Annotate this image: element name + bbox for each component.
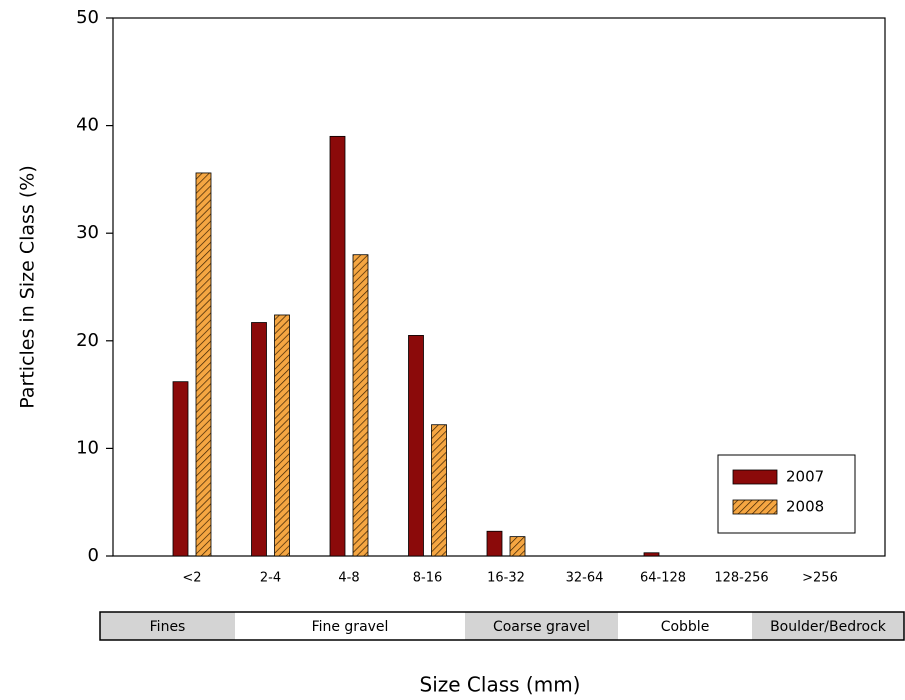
y-tick-label: 40 (76, 115, 99, 136)
bar (352, 254, 369, 557)
x-tick-label: 8-16 (413, 571, 443, 586)
bar (408, 335, 424, 557)
legend-swatch (732, 499, 778, 515)
x-tick-label: 4-8 (338, 571, 359, 586)
x-tick-label: 16-32 (487, 571, 525, 586)
size-group-label: Boulder/Bedrock (770, 619, 887, 635)
size-group-cell (618, 612, 752, 640)
size-group-label: Cobble (661, 619, 710, 635)
legend-label: 2007 (786, 468, 824, 486)
legend-box (717, 454, 856, 534)
size-group-cell (100, 612, 235, 640)
bar (643, 552, 660, 557)
bar (251, 322, 267, 557)
x-tick-label: 32-64 (566, 571, 604, 586)
size-group-label: Fine gravel (312, 619, 389, 635)
size-group-cell (465, 612, 618, 640)
x-axis-label: Size Class (mm) (420, 673, 581, 697)
bar (329, 135, 346, 557)
y-tick-label: 20 (76, 330, 99, 351)
bar (431, 424, 447, 557)
size-group-cell (752, 612, 904, 640)
size-group-frame (99, 611, 905, 641)
x-tick-label: >256 (802, 571, 838, 586)
bar (486, 530, 503, 557)
bar (274, 314, 290, 557)
bar (509, 536, 526, 557)
bar (172, 381, 189, 557)
bar (195, 172, 212, 557)
y-tick-label: 30 (76, 222, 99, 243)
legend-swatch (732, 469, 778, 485)
y-tick-label: 0 (88, 545, 99, 566)
size-group-label: Coarse gravel (493, 619, 590, 635)
y-axis-label: Particles in Size Class (%) (17, 165, 39, 408)
legend-label: 2008 (786, 498, 824, 516)
size-group-cell (235, 612, 465, 640)
x-tick-label: 128-256 (714, 571, 768, 586)
size-group-label: Fines (150, 619, 186, 635)
y-tick-label: 10 (76, 437, 99, 458)
y-tick-label: 50 (76, 7, 99, 28)
x-tick-label: 64-128 (640, 571, 686, 586)
x-tick-label: 2-4 (260, 571, 281, 586)
x-tick-label: <2 (182, 571, 201, 586)
